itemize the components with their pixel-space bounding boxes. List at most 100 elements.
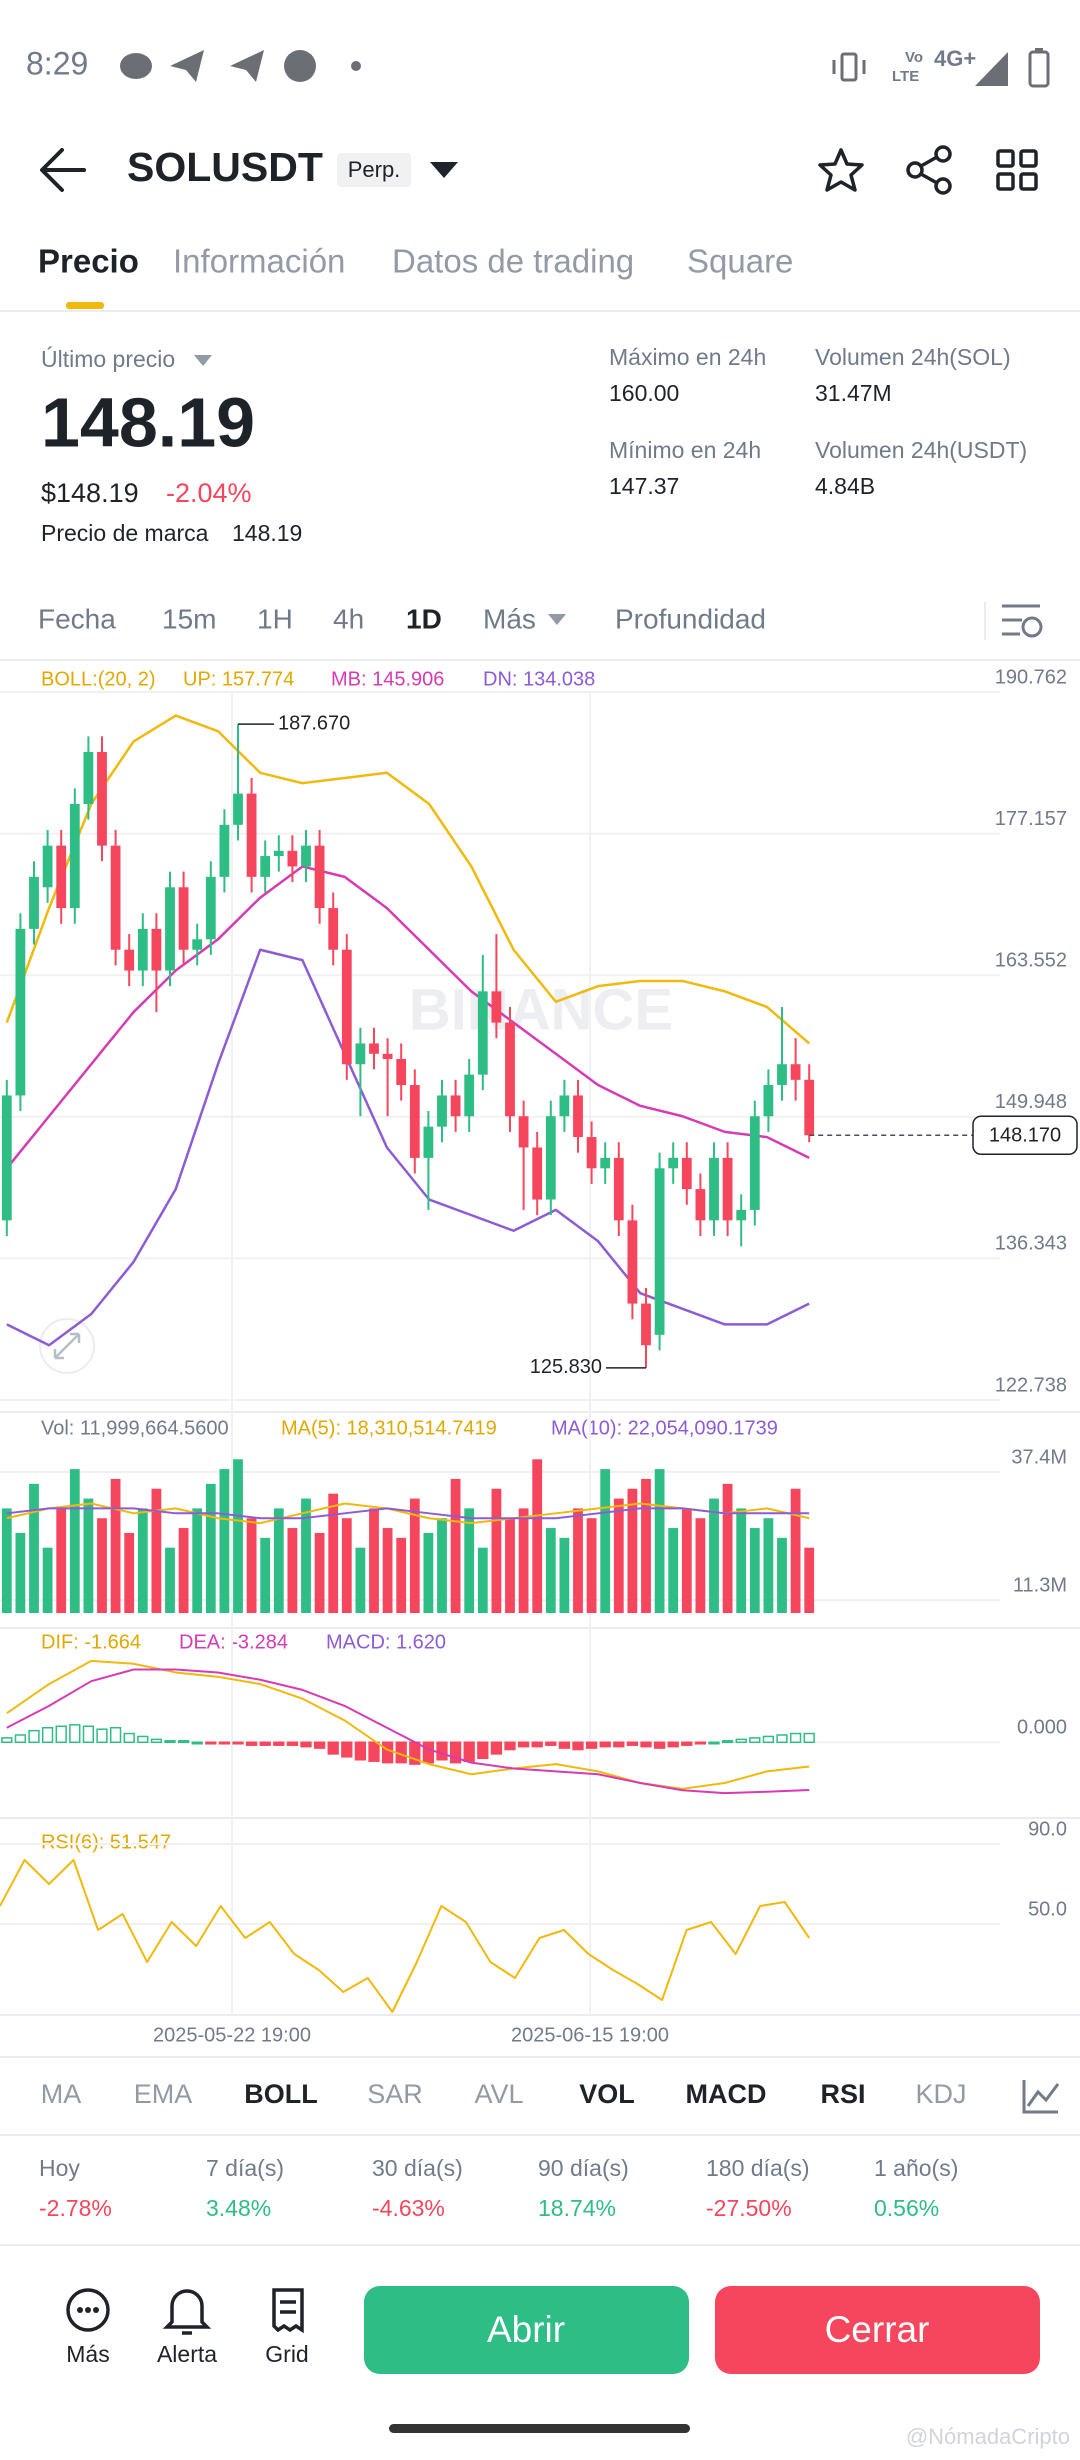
- candle-body: [151, 928, 162, 971]
- symbol-dropdown[interactable]: [430, 162, 458, 178]
- dropdown-icon: [194, 355, 212, 366]
- volume-bar: [246, 1518, 257, 1613]
- favorite-button[interactable]: [818, 148, 864, 192]
- timeframe[interactable]: 4h: [333, 603, 364, 634]
- performance: Hoy -2.78% 7 día(s) 3.48% 30 día(s) -4.63% 90 …: [39, 2155, 958, 2221]
- candle-body: [382, 1053, 393, 1060]
- timeframe[interactable]: Fecha: [38, 603, 116, 634]
- candle-body: [314, 845, 325, 909]
- tab[interactable]: Información: [173, 243, 345, 280]
- macd-bar: [354, 1741, 367, 1761]
- indicator-tab[interactable]: KDJ: [915, 2079, 966, 2109]
- close-button-label[interactable]: Cerrar: [825, 2309, 930, 2350]
- macd-bar: [667, 1741, 679, 1748]
- candle-body: [423, 1126, 434, 1158]
- stats: Máximo en 24h 160.00 Mínimo en 24h 147.37 Vo…: [609, 344, 1027, 499]
- volume-bar: [464, 1508, 475, 1613]
- indicator-tab[interactable]: AVL: [474, 2079, 523, 2109]
- indicator-tab[interactable]: MACD: [686, 2079, 767, 2109]
- volume-bar: [15, 1532, 26, 1613]
- timeframe[interactable]: 1D: [406, 603, 442, 634]
- candle-body: [777, 1064, 787, 1086]
- share-button[interactable]: [906, 145, 952, 195]
- usd-price: $148.19: [41, 478, 139, 508]
- volume-bar: [804, 1547, 815, 1613]
- status-network: 4G+: [934, 46, 976, 71]
- macd-bar: [477, 1741, 489, 1760]
- macd-bar: [694, 1741, 707, 1745]
- candle-body: [464, 1074, 475, 1117]
- y-tick-label: 0.000: [1017, 1717, 1067, 1739]
- boll-up-legend: UP: 157.774: [183, 668, 294, 690]
- candle-body: [790, 1064, 801, 1080]
- stat-label: Volumen 24h(SOL): [815, 344, 1011, 370]
- macd-legend: MACD: 1.620: [326, 1631, 446, 1653]
- layout-button[interactable]: [996, 149, 1038, 191]
- volume-bar: [192, 1508, 203, 1613]
- boll-mb-legend: MB: 145.906: [331, 668, 444, 690]
- charts: 2025-05-22 19:00 2025-06-15 19:00 190.762 1…: [0, 666, 1080, 2046]
- tab[interactable]: Datos de trading: [392, 243, 634, 280]
- macd-bar: [803, 1732, 815, 1744]
- volume-bar: [233, 1459, 243, 1613]
- y-tick-label: 149.948: [995, 1091, 1067, 1113]
- candle-body: [491, 991, 502, 1023]
- candle-body: [586, 1137, 597, 1169]
- macd-bar: [82, 1725, 95, 1744]
- candle-body: [627, 1220, 638, 1304]
- indicator-settings[interactable]: [1022, 2080, 1060, 2114]
- volume-bar: [709, 1498, 719, 1613]
- indicator-tab[interactable]: EMA: [134, 2079, 193, 2109]
- timeframe[interactable]: Profundidad: [615, 603, 766, 634]
- stat-value: 160.00: [609, 380, 679, 406]
- candle-body: [613, 1157, 624, 1221]
- stat-value: 147.37: [609, 473, 679, 499]
- volume-bar: [627, 1488, 638, 1613]
- volume-bar: [314, 1532, 325, 1613]
- credit: @NómadaCripto: [906, 2424, 1070, 2449]
- macd-bar: [531, 1741, 543, 1748]
- y-tick-label: 177.157: [995, 808, 1067, 830]
- timeframe[interactable]: 1H: [257, 603, 293, 634]
- indicator-tab[interactable]: SAR: [367, 2079, 423, 2109]
- y-tick-label: 90.0: [1028, 1818, 1067, 1840]
- bottom-item-label[interactable]: Más: [66, 2341, 109, 2367]
- candle-body: [437, 1095, 447, 1127]
- back-button[interactable]: [40, 148, 86, 192]
- macd-bar: [762, 1735, 775, 1744]
- volume-bar: [573, 1508, 583, 1613]
- timeframe[interactable]: Más: [483, 603, 536, 634]
- macd-bar: [137, 1735, 149, 1744]
- candle-body: [83, 751, 94, 805]
- volume-bar: [341, 1518, 352, 1613]
- macd-bar: [109, 1726, 122, 1744]
- bottom-item-label[interactable]: Alerta: [157, 2341, 217, 2367]
- volume-bar: [1, 1508, 12, 1613]
- volume-bar: [151, 1488, 162, 1613]
- indicator-tab[interactable]: BOLL: [244, 2079, 318, 2109]
- low-label: 125.830: [530, 1356, 602, 1378]
- y-tick-label: 37.4M: [1011, 1446, 1067, 1468]
- home-indicator: [389, 2424, 690, 2433]
- open-button-label[interactable]: Abrir: [487, 2309, 565, 2350]
- close-button[interactable]: [715, 2286, 1040, 2374]
- indicator-tab[interactable]: VOL: [579, 2079, 635, 2109]
- bottom-item-label[interactable]: Grid: [265, 2341, 308, 2367]
- indicator-tab[interactable]: MA: [41, 2079, 82, 2109]
- candle-body: [722, 1157, 733, 1221]
- timeframe[interactable]: 15m: [162, 603, 216, 634]
- open-button[interactable]: [364, 2286, 689, 2374]
- chart-settings-button[interactable]: [1002, 604, 1043, 638]
- tab[interactable]: Precio: [38, 243, 139, 280]
- volume-bar: [178, 1528, 189, 1613]
- candle-body: [709, 1157, 719, 1221]
- candle-body: [545, 1116, 556, 1200]
- volume-bar: [491, 1488, 502, 1613]
- tab[interactable]: Square: [687, 243, 793, 280]
- y-tick-label: 122.738: [995, 1374, 1067, 1396]
- performance-change: -4.63%: [372, 2195, 445, 2221]
- indicator-tab[interactable]: RSI: [820, 2079, 865, 2109]
- macd-bar: [517, 1741, 530, 1748]
- performance-change: -27.50%: [706, 2195, 792, 2221]
- volume-bar: [396, 1537, 407, 1613]
